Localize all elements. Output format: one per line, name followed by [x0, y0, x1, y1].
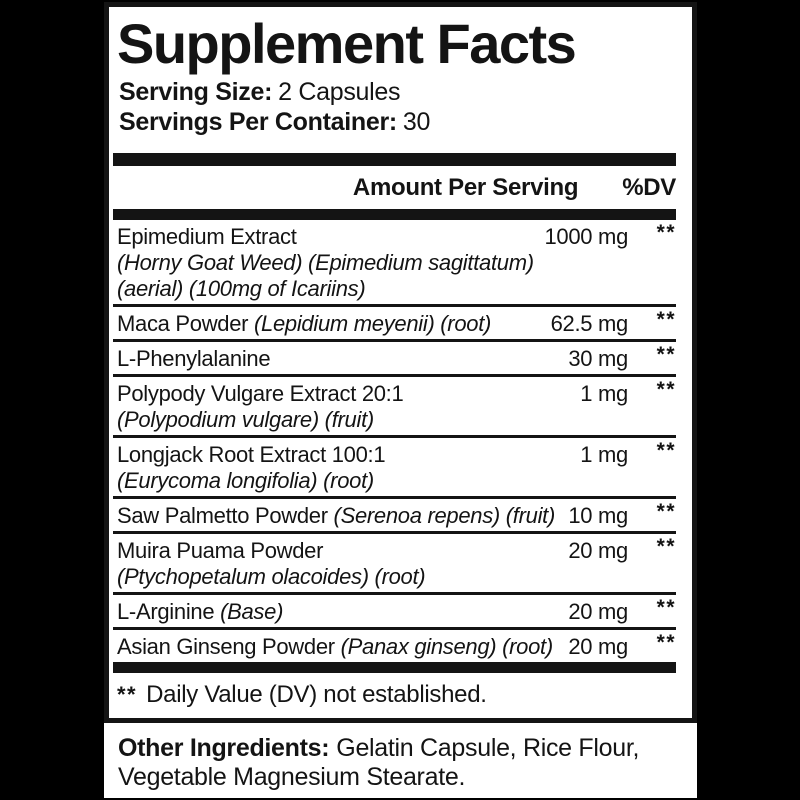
ingredient-name: L-Arginine (Base) [117, 599, 284, 624]
ingredient-dv: ** [656, 500, 676, 523]
ingredient-main-line: Asian Ginseng Powder (Panax ginseng) (ro… [117, 631, 676, 660]
ingredient-main-line: Muira Puama Powder 20 mg ** [117, 535, 676, 564]
ingredient-row: Longjack Root Extract 100:1 1 mg ** (Eur… [113, 435, 676, 496]
ingredient-dv: ** [656, 439, 676, 462]
supplement-label-panel: Supplement Facts Serving Size: 2 Capsules… [104, 2, 697, 798]
ingredient-row: Maca Powder (Lepidium meyenii) (root) 62… [113, 304, 676, 339]
ingredient-sub-line: (aerial) (100mg of Icariins) [117, 276, 366, 301]
ingredient-sub-line: (Horny Goat Weed) (Epimedium sagittatum) [117, 250, 534, 275]
ingredient-rows: Epimedium Extract 1000 mg ** (Horny Goat… [113, 220, 676, 662]
other-ingredients-value: Gelatin Capsule, Rice Flour, Vegetable M… [118, 734, 640, 791]
ingredient-name: Asian Ginseng Powder (Panax ginseng) (ro… [117, 634, 553, 659]
ingredient-name: Muira Puama Powder [117, 538, 324, 563]
ingredient-amount: 20 mg [568, 634, 628, 659]
ingredient-name: L-Phenylalanine [117, 346, 271, 371]
ingredient-amount: 62.5 mg [550, 311, 629, 336]
supplement-facts-box: Supplement Facts Serving Size: 2 Capsules… [104, 2, 697, 723]
percent-dv-header: %DV [622, 174, 676, 201]
ingredient-name: Longjack Root Extract 100:1 [117, 442, 386, 467]
ingredient-row: Polypody Vulgare Extract 20:1 1 mg ** (P… [113, 374, 676, 435]
ingredient-main-line: Longjack Root Extract 100:1 1 mg ** [117, 439, 676, 468]
ingredient-main-line: Epimedium Extract 1000 mg ** [117, 221, 676, 250]
ingredient-amount: 20 mg [568, 599, 628, 624]
page-title: Supplement Facts [117, 12, 577, 75]
ingredient-sub-line: (Eurycoma longifolia) (root) [117, 468, 374, 493]
ingredient-row: Epimedium Extract 1000 mg ** (Horny Goat… [113, 220, 676, 304]
ingredient-main-line: L-Phenylalanine 30 mg ** [117, 343, 676, 372]
other-ingredients-label: Other Ingredients: [118, 734, 330, 762]
ingredient-name: Maca Powder (Lepidium meyenii) (root) [117, 311, 492, 336]
ingredient-main-line: Polypody Vulgare Extract 20:1 1 mg ** [117, 378, 676, 407]
serving-size-label: Serving Size: [119, 78, 273, 106]
serving-size-value: 2 Capsules [278, 78, 401, 106]
ingredient-row: L-Phenylalanine 30 mg ** [113, 339, 676, 374]
ingredient-row: Saw Palmetto Powder (Serenoa repens) (fr… [113, 496, 676, 531]
ingredient-dv: ** [656, 631, 676, 654]
ingredient-dv: ** [656, 378, 676, 401]
ingredient-amount: 1 mg [580, 381, 628, 406]
footnote-asterisks: ** [117, 682, 138, 707]
ingredient-row: Muira Puama Powder 20 mg ** (Ptychopetal… [113, 531, 676, 592]
servings-per-container-label: Servings Per Container: [119, 108, 397, 136]
ingredient-amount: 10 mg [568, 503, 628, 528]
servings-per-container-value: 30 [402, 108, 431, 136]
ingredient-name: Epimedium Extract [117, 224, 297, 249]
divider-thick-top [113, 153, 676, 166]
amount-per-serving-header: Amount Per Serving [352, 174, 579, 201]
other-ingredients-section: Other Ingredients: Gelatin Capsule, Rice … [118, 734, 670, 792]
divider-medium-header [113, 209, 676, 220]
ingredient-dv: ** [656, 535, 676, 558]
serving-size-line: Serving Size: 2 Capsules [119, 77, 676, 107]
ingredient-main-line: Saw Palmetto Powder (Serenoa repens) (fr… [117, 500, 676, 529]
ingredient-main-line: L-Arginine (Base) 20 mg ** [117, 596, 676, 625]
ingredient-sub-line: (Polypodium vulgare) (fruit) [117, 407, 374, 432]
ingredient-row: L-Arginine (Base) 20 mg ** [113, 592, 676, 627]
ingredient-row: Asian Ginseng Powder (Panax ginseng) (ro… [113, 627, 676, 662]
ingredient-sub-line: (Ptychopetalum olacoides) (root) [117, 564, 426, 589]
ingredient-dv: ** [656, 343, 676, 366]
ingredient-amount: 1 mg [580, 442, 628, 467]
daily-value-footnote: ** Daily Value (DV) not established. [113, 673, 676, 718]
ingredient-dv: ** [656, 221, 676, 244]
ingredient-name: Polypody Vulgare Extract 20:1 [117, 381, 404, 406]
servings-per-container-line: Servings Per Container: 30 [119, 107, 676, 137]
column-header-row: Amount Per Serving %DV [113, 166, 676, 209]
ingredient-name: Saw Palmetto Powder (Serenoa repens) (fr… [117, 503, 555, 528]
divider-medium-footnote [113, 662, 676, 673]
ingredient-dv: ** [656, 308, 676, 331]
ingredient-main-line: Maca Powder (Lepidium meyenii) (root) 62… [117, 308, 676, 337]
ingredient-amount: 20 mg [568, 538, 628, 563]
ingredient-amount: 1000 mg [544, 224, 628, 249]
footnote-text: Daily Value (DV) not established. [146, 681, 487, 708]
ingredient-amount: 30 mg [568, 346, 628, 371]
ingredient-dv: ** [656, 596, 676, 619]
